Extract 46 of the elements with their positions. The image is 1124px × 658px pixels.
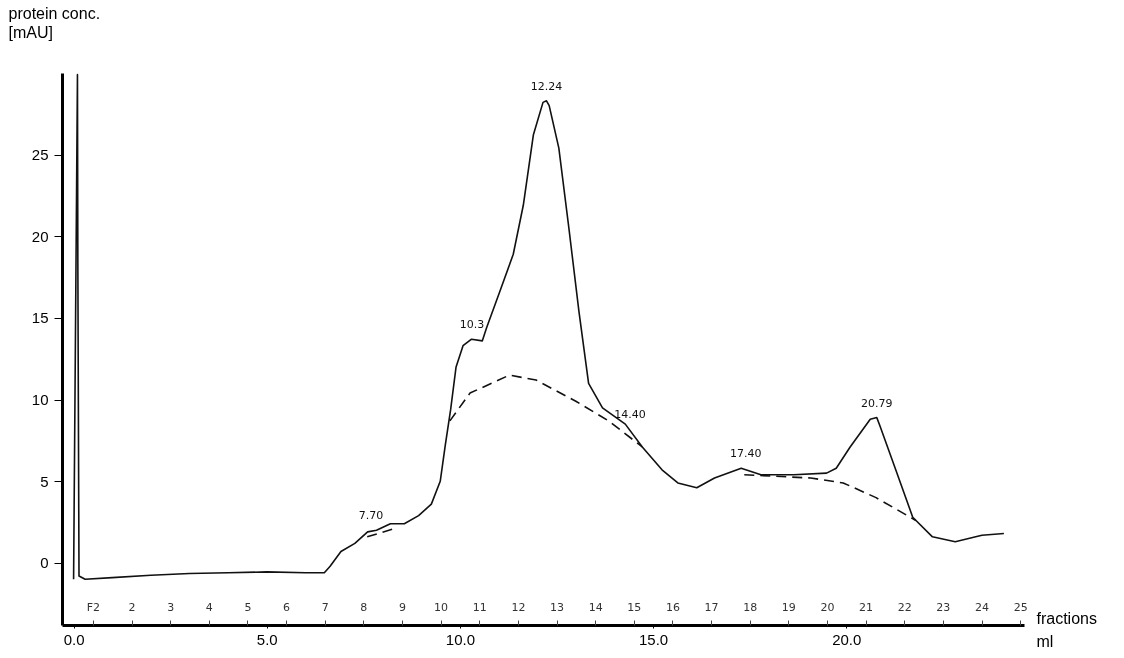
annotation: 12.24 [530,79,563,93]
x2-tick-label: 15 [627,600,642,614]
x2-tick-label: 19 [781,600,796,614]
annotation: 7.70 [358,509,384,523]
x2-tick-label: 16 [665,600,680,614]
x2-tick-label: 22 [897,600,912,614]
annotation: 14.40 [614,408,646,422]
x2-tick-label: 21 [859,600,874,614]
x2-tick-label: 8 [360,600,368,614]
y-tick-label: 20 [31,227,49,245]
x2-tick-label: 2 [128,600,136,614]
x2-tick-label: 20 [820,600,835,614]
x-axis-title: ml [1036,632,1054,650]
x2-tick-label: 12 [511,600,526,614]
x-tick-label: 10.0 [445,630,476,648]
x2-tick-label: 13 [550,600,565,614]
x2-tick-label: 24 [975,600,989,614]
y-tick-label: 5 [40,472,49,490]
y-tick-label: 10 [31,391,49,409]
x2-tick-label: 9 [398,600,406,614]
x2-tick-label: 17 [704,600,719,614]
annotation: 20.79 [861,396,893,410]
x2-tick-label: 3 [167,600,175,614]
x2-tick-label: 14 [588,600,603,614]
x-tick-label: 5.0 [256,630,278,648]
x2-tick-label: 10 [434,600,449,614]
x2-tick-label: 6 [283,600,291,614]
y-tick-label: 15 [31,309,49,327]
x2-axis-title: fractions [1036,609,1097,627]
x-tick-label: 0.0 [63,630,85,648]
y-axis-title: protein conc. [mAU] [8,4,101,41]
x2-tick-label: 7 [321,600,329,614]
x2-tick-label: F2 [86,600,101,614]
x2-tick-label: 25 [1013,600,1028,614]
x-tick-label: 15.0 [639,630,669,648]
x-tick-label: 20.0 [832,630,862,648]
annotation: 10.3 [459,318,485,332]
x2-tick-label: 5 [244,600,252,614]
y-tick-label: 25 [31,146,49,164]
x2-tick-label: 23 [936,600,951,614]
y-tick-label: 0 [40,554,49,572]
x2-tick-label: 11 [472,600,487,614]
annotation: 17.40 [730,447,762,461]
x2-tick-label: 4 [205,600,213,614]
x2-tick-label: 18 [743,600,758,614]
line-series [72,73,1005,581]
